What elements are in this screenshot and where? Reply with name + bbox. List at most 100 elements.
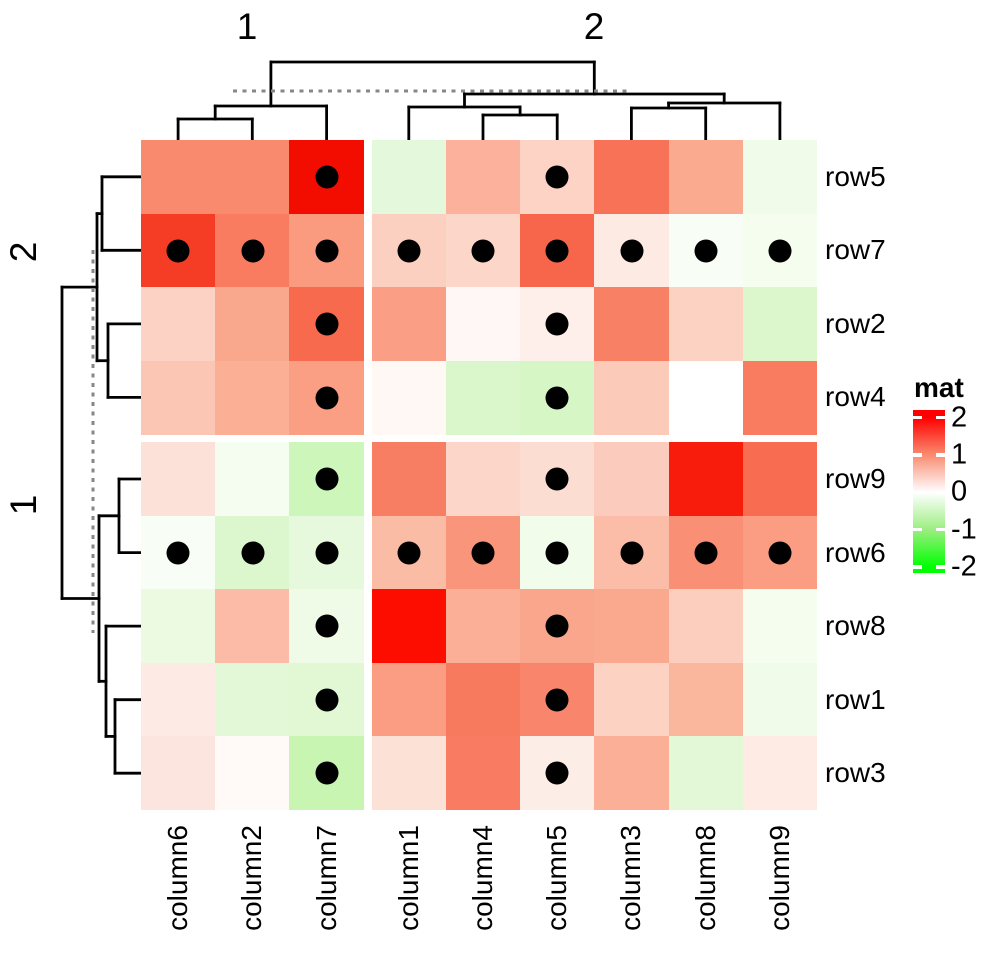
legend-tick-label: -2 <box>951 550 977 583</box>
heatmap-cell <box>215 736 290 811</box>
heatmap-cell <box>141 662 216 737</box>
heatmap-cell <box>371 736 447 811</box>
heatmap-cell <box>668 360 744 435</box>
significance-dot <box>397 541 421 565</box>
heatmap-cell <box>215 515 290 590</box>
heatmap-cell <box>141 360 216 435</box>
column-group-label: 1 <box>236 6 258 47</box>
heatmap-cell <box>742 442 818 517</box>
heatmap-cell <box>371 442 447 517</box>
heatmap-cell <box>215 589 290 664</box>
heatmap-cell <box>668 515 744 590</box>
heatmap-cell <box>520 736 595 811</box>
significance-dot <box>620 541 644 565</box>
heatmap-cell <box>371 213 447 288</box>
heatmap-cell <box>594 287 670 362</box>
legend-tick-dash <box>936 565 945 569</box>
heatmap-cell <box>141 213 216 288</box>
heatmap-cell <box>668 736 744 811</box>
heatmap-cell <box>520 140 595 215</box>
heatmap-cell <box>371 662 447 737</box>
legend-tick-dash <box>936 527 945 532</box>
legend-tick-dash <box>936 453 945 457</box>
heatmap-cell <box>668 213 744 288</box>
legend-tick-dash <box>936 490 945 495</box>
heatmap-cell <box>371 140 447 215</box>
heatmap-cell <box>742 287 818 362</box>
heatmap-cell <box>371 589 447 664</box>
significance-dot <box>694 541 718 565</box>
heatmap-cell <box>520 662 595 737</box>
heatmap-cell <box>141 140 216 215</box>
column-label: column7 <box>310 825 342 931</box>
legend-tick-label: 0 <box>951 475 968 508</box>
heatmap-cell <box>141 515 216 590</box>
legend-tick-dash <box>936 415 945 420</box>
heatmap-cell <box>594 589 670 664</box>
legend-tick-label: 1 <box>951 438 968 471</box>
heatmap-cell <box>215 287 290 362</box>
heatmap-cell <box>289 662 365 737</box>
heatmap-cell <box>215 442 290 517</box>
heatmap-cell <box>742 589 818 664</box>
significance-dot <box>620 239 644 263</box>
row-label: row6 <box>825 536 886 568</box>
heatmap-cell <box>289 736 365 811</box>
heatmap-cell <box>668 287 744 362</box>
heatmap-cell <box>289 140 365 215</box>
heatmap-cell <box>445 662 521 737</box>
column-label: column1 <box>392 825 424 931</box>
significance-dot <box>545 541 569 565</box>
heatmap-cell <box>215 360 290 435</box>
heatmap-cell <box>445 589 521 664</box>
significance-dot <box>471 541 495 565</box>
significance-dot <box>166 541 190 565</box>
heatmap-cell <box>289 360 365 435</box>
significance-dot <box>241 239 265 263</box>
column-label: column6 <box>162 825 194 931</box>
significance-dot <box>545 386 569 410</box>
heatmap-cell <box>594 736 670 811</box>
heatmap-cell <box>520 589 595 664</box>
heatmap-cell <box>371 360 447 435</box>
legend-tick-label: -1 <box>951 513 977 546</box>
heatmap-cell <box>289 213 365 288</box>
heatmap-cell <box>594 515 670 590</box>
significance-dot <box>545 761 569 785</box>
row-label: row9 <box>825 463 886 494</box>
heatmap-cell <box>668 140 744 215</box>
heatmap-cell <box>371 515 447 590</box>
heatmap-cell <box>742 736 818 811</box>
legend-tick-dash <box>913 490 922 495</box>
legend-tick-dash <box>913 527 922 532</box>
heatmap-cell <box>289 442 365 517</box>
row-dendrogram <box>60 175 143 775</box>
significance-dot <box>397 239 421 263</box>
heatmap-cell <box>594 140 670 215</box>
heatmap-cell <box>668 442 744 517</box>
heatmap-cell <box>520 360 595 435</box>
column-label: column2 <box>236 825 268 931</box>
heatmap-cell <box>371 287 447 362</box>
significance-dot <box>768 239 792 263</box>
heatmap-cell <box>742 515 818 590</box>
row-label: row2 <box>825 307 886 339</box>
significance-dot <box>545 688 569 712</box>
heatmap-cell <box>742 213 818 288</box>
significance-dot <box>471 239 495 263</box>
legend-title: mat <box>914 372 964 403</box>
row-label: row4 <box>825 381 886 413</box>
significance-dot <box>315 614 339 638</box>
column-label: column8 <box>689 825 721 931</box>
row-label: row8 <box>825 610 886 642</box>
column-label: column3 <box>615 825 647 931</box>
legend-tick-dash <box>913 415 922 420</box>
significance-dot <box>545 239 569 263</box>
column-group-label: 2 <box>583 6 605 47</box>
significance-dot <box>545 165 569 189</box>
heatmap-cell <box>215 213 290 288</box>
row-label: row5 <box>825 160 886 192</box>
significance-dot <box>694 239 718 263</box>
heatmap-cell <box>668 589 744 664</box>
